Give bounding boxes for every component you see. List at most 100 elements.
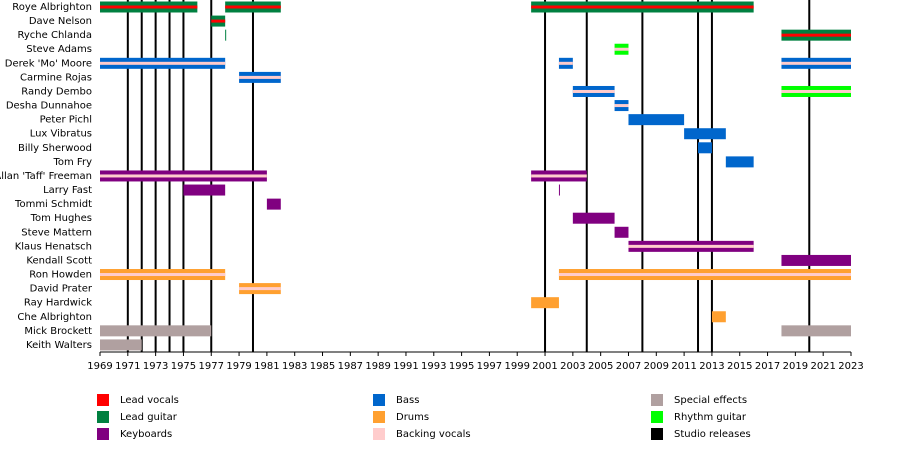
x-tick-label: 2021 — [810, 361, 835, 372]
tenure-stripe — [100, 174, 267, 178]
x-tick-label: 2005 — [588, 361, 613, 372]
tenure-bar — [698, 142, 712, 154]
tenure-stripe — [781, 61, 851, 65]
x-tick-label: 2001 — [532, 361, 557, 372]
legend-label: Special effects — [674, 395, 747, 406]
member-label: David Prater — [30, 284, 93, 295]
tenure-stripe — [558, 61, 573, 65]
member-label: Dave Nelson — [29, 16, 92, 27]
tenure-bar — [628, 114, 685, 126]
tenure-bar — [558, 184, 560, 196]
tenure-bar — [572, 212, 615, 224]
tenure-bar — [725, 156, 754, 168]
tenure-bar — [684, 128, 726, 140]
tenure-stripe — [211, 19, 226, 23]
member-label: Klaus Henatsch — [15, 241, 92, 252]
member-label: Ron Howden — [29, 270, 92, 281]
legend-swatch — [373, 394, 385, 406]
member-label: Billy Sherwood — [18, 143, 92, 154]
x-tick-label: 2003 — [560, 361, 585, 372]
legend-label: Backing vocals — [396, 429, 471, 440]
tenure-stripe — [572, 89, 615, 93]
x-tick-label: 1989 — [365, 361, 390, 372]
tenure-stripe — [100, 5, 198, 9]
legend-label: Drums — [396, 412, 429, 423]
x-tick-label: 2011 — [671, 361, 696, 372]
x-tick-label: 1981 — [254, 361, 279, 372]
member-label: Carmine Rojas — [20, 72, 92, 83]
legend-label: Lead guitar — [120, 412, 178, 423]
tenure-bar — [266, 198, 281, 210]
tenure-stripe — [614, 104, 629, 108]
tenure-bar — [614, 226, 629, 238]
x-tick-label: 2019 — [783, 361, 808, 372]
tenure-stripe — [531, 174, 587, 178]
tenure-bar — [711, 311, 726, 323]
legend-swatch — [651, 411, 663, 423]
member-label: Desha Dunnahoe — [6, 101, 92, 112]
legend-swatch — [651, 428, 663, 440]
x-tick-label: 1993 — [421, 361, 446, 372]
tenure-stripe — [239, 287, 281, 291]
member-label: Lux Vibratus — [30, 129, 92, 140]
member-label: Tom Fry — [52, 157, 92, 168]
legend-label: Lead vocals — [120, 395, 179, 406]
x-tick-label: 1985 — [310, 361, 335, 372]
legend-label: Rhythm guitar — [674, 412, 747, 423]
legend-label: Studio releases — [674, 429, 751, 440]
tenure-stripe — [100, 61, 226, 65]
x-tick-label: 1995 — [449, 361, 474, 372]
member-label: Derek 'Mo' Moore — [5, 58, 92, 69]
member-label: Randy Dembo — [21, 86, 92, 97]
x-tick-label: 1991 — [393, 361, 418, 372]
member-label: Che Albrighton — [17, 312, 92, 323]
x-tick-label: 1979 — [226, 361, 251, 372]
legend-swatch — [97, 411, 109, 423]
tenure-stripe — [225, 5, 281, 9]
tenure-bar — [100, 339, 142, 351]
x-tick-label: 1971 — [115, 361, 140, 372]
tenure-bar — [781, 325, 851, 337]
x-tick-label: 2023 — [838, 361, 863, 372]
legend-swatch — [651, 394, 663, 406]
tenure-bar — [781, 254, 851, 266]
tenure-stripe — [100, 273, 226, 277]
x-tick-label: 2009 — [644, 361, 669, 372]
tenure-bar — [183, 184, 226, 196]
member-label: Allan 'Taff' Freeman — [0, 171, 92, 182]
tenure-stripe — [531, 5, 754, 9]
member-label: Peter Pichl — [40, 115, 92, 126]
x-tick-label: 2007 — [616, 361, 641, 372]
x-tick-label: 1973 — [143, 361, 168, 372]
member-label: Larry Fast — [43, 185, 92, 196]
x-tick-label: 1987 — [338, 361, 363, 372]
member-label: Tom Hughes — [30, 213, 92, 224]
legend-swatch — [373, 411, 385, 423]
member-label: Roye Albrighton — [12, 2, 92, 13]
legend-label: Bass — [396, 395, 419, 406]
tenure-bar — [100, 325, 212, 337]
legend-swatch — [97, 428, 109, 440]
member-label: Kendall Scott — [26, 255, 92, 266]
x-tick-label: 1983 — [282, 361, 307, 372]
tenure-stripe — [781, 89, 851, 93]
x-tick-label: 2013 — [699, 361, 724, 372]
tenure-stripe — [239, 75, 281, 79]
member-label: Tommi Schmidt — [14, 199, 92, 210]
member-label: Steve Mattern — [21, 227, 92, 238]
legend-swatch — [97, 394, 109, 406]
tenure-stripe — [628, 244, 754, 248]
tenure-bar — [225, 29, 227, 41]
member-label: Mick Brockett — [24, 326, 92, 337]
legend-label: Keyboards — [120, 429, 172, 440]
tenure-stripe — [558, 273, 851, 277]
legend-swatch — [373, 428, 385, 440]
tenure-bar — [531, 297, 559, 309]
x-tick-label: 1997 — [477, 361, 502, 372]
tenure-stripe — [614, 47, 629, 51]
tenure-stripe — [781, 33, 851, 37]
member-label: Ray Hardwick — [24, 298, 92, 309]
x-tick-label: 2015 — [727, 361, 752, 372]
x-tick-label: 1975 — [171, 361, 196, 372]
